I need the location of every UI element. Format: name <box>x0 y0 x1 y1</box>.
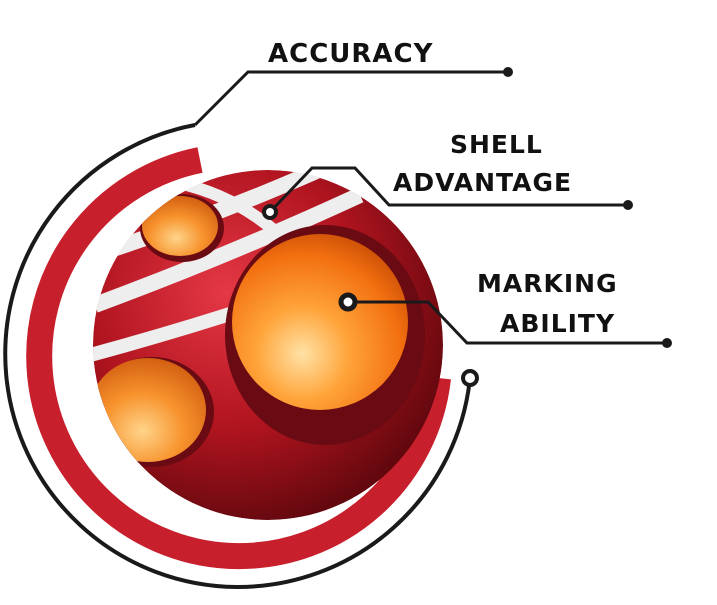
marking-start-dot <box>338 292 358 312</box>
shell-start-dot <box>262 204 278 220</box>
shell-end-dot <box>623 200 633 210</box>
label-ability: ABILITY <box>500 309 616 338</box>
large-ball <box>232 234 408 410</box>
accuracy-leader <box>193 70 508 127</box>
outer-ring-end-dot <box>461 369 479 387</box>
shell-leader <box>268 166 628 214</box>
label-marking: MARKING <box>477 269 618 298</box>
marking-end-dot <box>662 338 672 348</box>
top-ball <box>142 196 218 256</box>
label-shell: SHELL <box>450 130 543 159</box>
red-arc <box>26 147 451 570</box>
accuracy-end-dot <box>503 67 513 77</box>
marking-leader <box>348 300 667 345</box>
lower-ball <box>93 358 206 462</box>
label-advantage: ADVANTAGE <box>393 168 573 197</box>
outer-ring-line <box>3 123 472 589</box>
label-accuracy: ACCURACY <box>268 39 434 69</box>
